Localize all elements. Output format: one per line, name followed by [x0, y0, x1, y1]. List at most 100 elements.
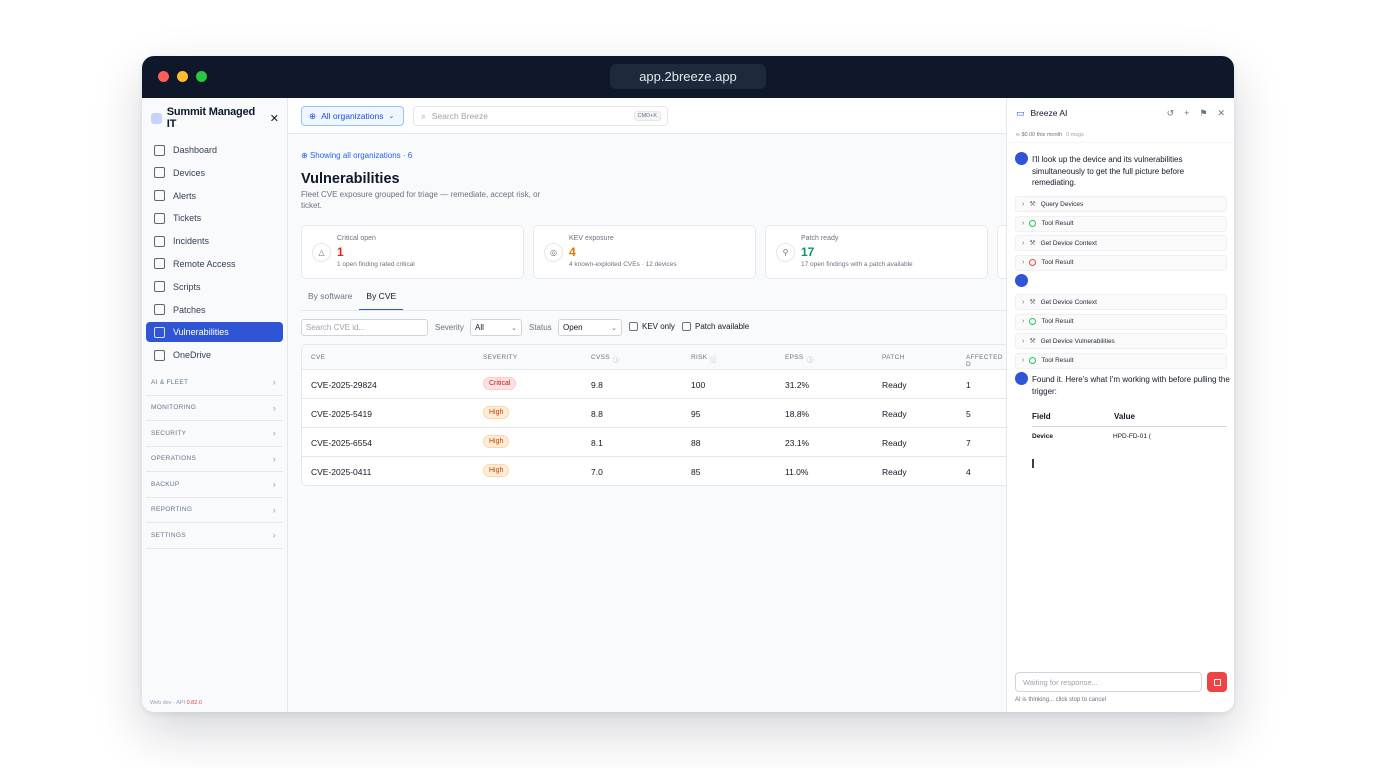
wrench-icon: ⚒: [1029, 299, 1036, 306]
sidebar-item-scripts[interactable]: Scripts: [146, 277, 283, 297]
sidebar-item-devices[interactable]: Devices: [146, 163, 283, 183]
tool-call-row[interactable]: › Tool Result: [1015, 215, 1227, 232]
minimize-window-button[interactable]: [177, 71, 188, 82]
sidebar-item-alerts[interactable]: Alerts: [146, 186, 283, 206]
table-row[interactable]: CVE-2025-29824 Critical 9.8 100 31.2% Ready 1: [302, 370, 1006, 399]
table-row[interactable]: CVE-2025-0411 High 7.0 85 11.0% Ready 4: [302, 457, 1006, 485]
chat-input[interactable]: Waiting for response...: [1015, 672, 1202, 692]
checkbox-box[interactable]: [682, 322, 691, 331]
close-icon[interactable]: ✕: [1217, 107, 1225, 118]
column-header[interactable]: CVE: [311, 354, 326, 361]
sidebar-group-label: REPORTING: [151, 506, 193, 514]
chevron-right-icon: ›: [272, 453, 276, 464]
chevron-right-icon: ›: [272, 402, 276, 413]
org-switcher[interactable]: Summit Managed IT ✕: [151, 106, 279, 130]
tool-call-label: Tool Result: [1041, 318, 1074, 325]
sidebar-item-incidents[interactable]: Incidents: [146, 231, 283, 251]
tool-call-row[interactable]: › Tool Result: [1015, 254, 1227, 271]
sidebar-group[interactable]: SETTINGS ›: [146, 523, 283, 549]
sidebar-group[interactable]: OPERATIONS ›: [146, 447, 283, 472]
summary-card-partial[interactable]: [997, 225, 1006, 279]
summary-card[interactable]: ⚲ Patch ready 17 17 open findings with a pa…: [765, 225, 988, 279]
sidebar-item-vulnerabilities[interactable]: Vulnerabilities: [146, 322, 283, 343]
severity-badge: High: [483, 406, 510, 419]
column-header[interactable]: AFFECTED D: [966, 354, 1003, 368]
search-shortcut: CMD+K: [633, 111, 661, 121]
global-search-input[interactable]: ⌕ Search Breeze CMD+K: [413, 106, 668, 126]
column-header[interactable]: RISK: [691, 354, 708, 361]
column-header[interactable]: PATCH: [882, 354, 905, 361]
sidebar-group[interactable]: BACKUP ›: [146, 472, 283, 498]
field-value-table: Field Value Device HPD-FD-01 (: [1032, 409, 1227, 447]
org-filter-button[interactable]: ⊕ All organizations ⌄: [301, 106, 404, 126]
sidebar-nav: Dashboard Devices Alerts Tickets Incidents Re…: [146, 140, 283, 368]
cell-risk: 88: [691, 438, 701, 448]
tab-by-software[interactable]: By software: [308, 291, 353, 301]
checkbox-box[interactable]: [629, 322, 638, 331]
cve-search-input[interactable]: Search CVE id...: [301, 319, 428, 336]
summary-card[interactable]: △ Critical open 1 1 open finding rated crit…: [301, 225, 524, 279]
help-icon[interactable]: ⓘ: [613, 357, 620, 364]
cell-epss: 31.2%: [785, 380, 810, 390]
check-circle-icon: [1029, 318, 1037, 325]
sidebar-item-patches[interactable]: Patches: [146, 300, 283, 320]
column-header[interactable]: EPSS: [785, 354, 804, 361]
patch-available-checkbox[interactable]: Patch available: [682, 322, 749, 331]
card-label: Critical open: [337, 235, 376, 242]
tool-call-row[interactable]: › ⚒ Query Devices: [1015, 196, 1227, 212]
column-header[interactable]: CVSS: [591, 354, 610, 361]
cell-cvss: 8.1: [591, 438, 603, 448]
table-row[interactable]: CVE-2025-6554 High 8.1 88 23.1% Ready 7: [302, 428, 1006, 457]
tool-call-row[interactable]: › Tool Result: [1015, 313, 1227, 330]
org-scope-link[interactable]: ⊕ Showing all organizations · 6: [301, 151, 412, 160]
severity-badge: High: [483, 464, 510, 477]
sidebar-item-remote-access[interactable]: Remote Access: [146, 254, 283, 274]
help-icon[interactable]: ⓘ: [807, 357, 814, 364]
divider: [1007, 142, 1234, 143]
kev-only-checkbox[interactable]: KEV only: [629, 322, 675, 331]
status-select[interactable]: Open ⌄: [558, 319, 622, 336]
summary-card[interactable]: ◎ KEV exposure 4 4 known-exploited CVEs · 1…: [533, 225, 756, 279]
address-bar[interactable]: app.2breeze.app: [610, 64, 766, 89]
cell-epss: 11.0%: [785, 467, 809, 477]
tool-call-row[interactable]: › ⚒ Get Device Context: [1015, 294, 1227, 310]
close-window-button[interactable]: [158, 71, 169, 82]
sidebar-item-onedrive[interactable]: OneDrive: [146, 345, 283, 365]
cell-patch: Ready: [882, 409, 907, 419]
sidebar-group[interactable]: REPORTING ›: [146, 498, 283, 523]
field-row-label: Device: [1032, 433, 1053, 440]
collapse-icon[interactable]: ✕: [269, 112, 279, 125]
main-content: ⊕ All organizations ⌄ ⌕ Search Breeze CM…: [288, 98, 1006, 712]
stop-icon: [1213, 678, 1221, 686]
cell-affected: 7: [966, 438, 971, 448]
sidebar-group-label: SECURITY: [151, 429, 187, 437]
bot-avatar-icon: [1015, 274, 1028, 287]
tab-by-cve[interactable]: By CVE: [359, 291, 404, 310]
tool-call-row[interactable]: › ⚒ Get Device Vulnerabilities: [1015, 333, 1227, 349]
stop-button[interactable]: [1207, 672, 1227, 692]
sidebar-item-label: Remote Access: [173, 258, 236, 269]
sidebar-group[interactable]: SECURITY ›: [146, 421, 283, 447]
tool-call-row[interactable]: › Tool Result: [1015, 352, 1227, 369]
brand-name: Summit Managed IT: [166, 106, 256, 130]
table-row[interactable]: CVE-2025-5419 High 8.8 95 18.8% Ready 5: [302, 399, 1006, 428]
sidebar-item-label: Alerts: [173, 190, 197, 201]
sidebar-item-dashboard[interactable]: Dashboard: [146, 140, 283, 160]
sidebar-item-label: Scripts: [173, 281, 201, 292]
sidebar-group[interactable]: MONITORING ›: [146, 396, 283, 421]
sidebar-group-label: SETTINGS: [151, 531, 186, 539]
plus-icon[interactable]: +: [1184, 107, 1190, 118]
link-icon: ∞: [1016, 132, 1020, 138]
maximize-window-button[interactable]: [196, 71, 207, 82]
card-value: 4: [569, 245, 576, 259]
help-icon[interactable]: ⓘ: [710, 357, 717, 364]
severity-select[interactable]: All ⌄: [470, 319, 522, 336]
flag-icon[interactable]: ⚑: [1199, 107, 1208, 118]
sidebar-item-tickets[interactable]: Tickets: [146, 208, 283, 228]
history-icon[interactable]: ↺: [1166, 107, 1175, 118]
browser-window: app.2breeze.app Summit Managed IT ✕ Dash…: [142, 56, 1234, 712]
assistant-message: I'll look up the device and its vulnerab…: [1032, 155, 1185, 188]
column-header[interactable]: SEVERITY: [483, 354, 518, 361]
sidebar-group[interactable]: AI & FLEET ›: [146, 370, 283, 396]
tool-call-row[interactable]: › ⚒ Get Device Context: [1015, 235, 1227, 251]
